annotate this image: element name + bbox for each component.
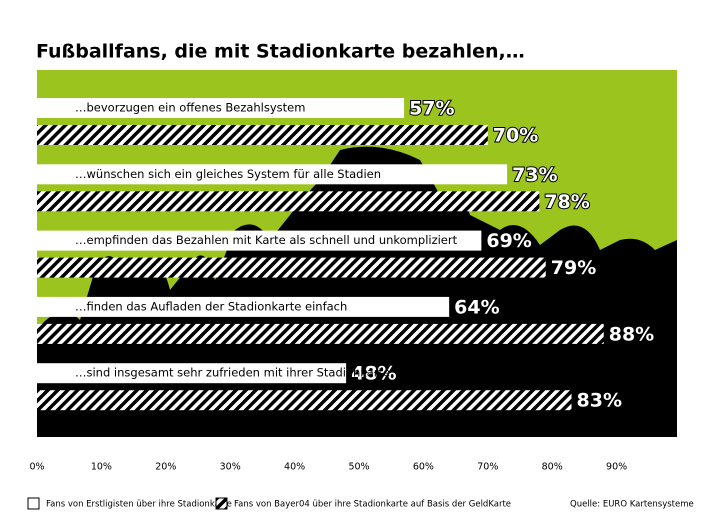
x-tick-label: 90% bbox=[606, 462, 627, 473]
value-label: 78% bbox=[544, 191, 589, 213]
value-label: 79% bbox=[551, 257, 596, 279]
x-tick-label: 50% bbox=[348, 462, 369, 473]
bar bbox=[37, 257, 546, 278]
category-label: …bevorzugen ein offenes Bezahlsystem bbox=[75, 101, 305, 115]
value-label: 57% bbox=[409, 98, 454, 120]
value-label: 73% bbox=[512, 164, 557, 186]
x-tick-label: 80% bbox=[542, 462, 563, 473]
x-tick-label: 70% bbox=[477, 462, 498, 473]
legend-label: Fans von Bayer04 über ihre Stadionkarte … bbox=[234, 500, 511, 510]
category-label: …finden das Aufladen der Stadionkarte ei… bbox=[75, 299, 347, 313]
bar bbox=[37, 125, 488, 145]
bar bbox=[37, 98, 405, 118]
chart-title: Fußballfans, die mit Stadionkarte bezahl… bbox=[36, 41, 525, 63]
value-label: 64% bbox=[454, 296, 499, 318]
bar bbox=[37, 296, 450, 317]
bar bbox=[37, 390, 572, 411]
legend-swatch bbox=[27, 497, 40, 510]
bar bbox=[37, 164, 508, 185]
bar bbox=[37, 230, 482, 251]
value-label: 88% bbox=[609, 323, 654, 345]
category-label: …wünschen sich ein gleiches System für a… bbox=[75, 167, 381, 181]
x-tick-label: 0% bbox=[29, 462, 44, 473]
category-label: …sind insgesamt sehr zufrieden mit ihrer… bbox=[75, 366, 390, 380]
value-label: 69% bbox=[486, 230, 531, 252]
x-tick-label: 30% bbox=[220, 462, 241, 473]
legend-label: Fans von Erstligisten über ihre Stadionk… bbox=[46, 500, 232, 510]
bar bbox=[37, 191, 540, 212]
source: Quelle: EURO Kartensysteme bbox=[570, 500, 694, 510]
value-label: 70% bbox=[493, 125, 538, 147]
x-tick-label: 20% bbox=[155, 462, 176, 473]
x-tick-label: 60% bbox=[413, 462, 434, 473]
bar bbox=[37, 323, 604, 344]
category-label: …empfinden das Bezahlen mit Karte als sc… bbox=[75, 233, 458, 247]
legend-swatch bbox=[215, 497, 228, 510]
x-tick-label: 10% bbox=[91, 462, 112, 473]
x-tick-label: 40% bbox=[284, 462, 305, 473]
value-label: 83% bbox=[577, 390, 622, 412]
value-label: 48% bbox=[351, 363, 396, 385]
bar bbox=[37, 363, 347, 384]
